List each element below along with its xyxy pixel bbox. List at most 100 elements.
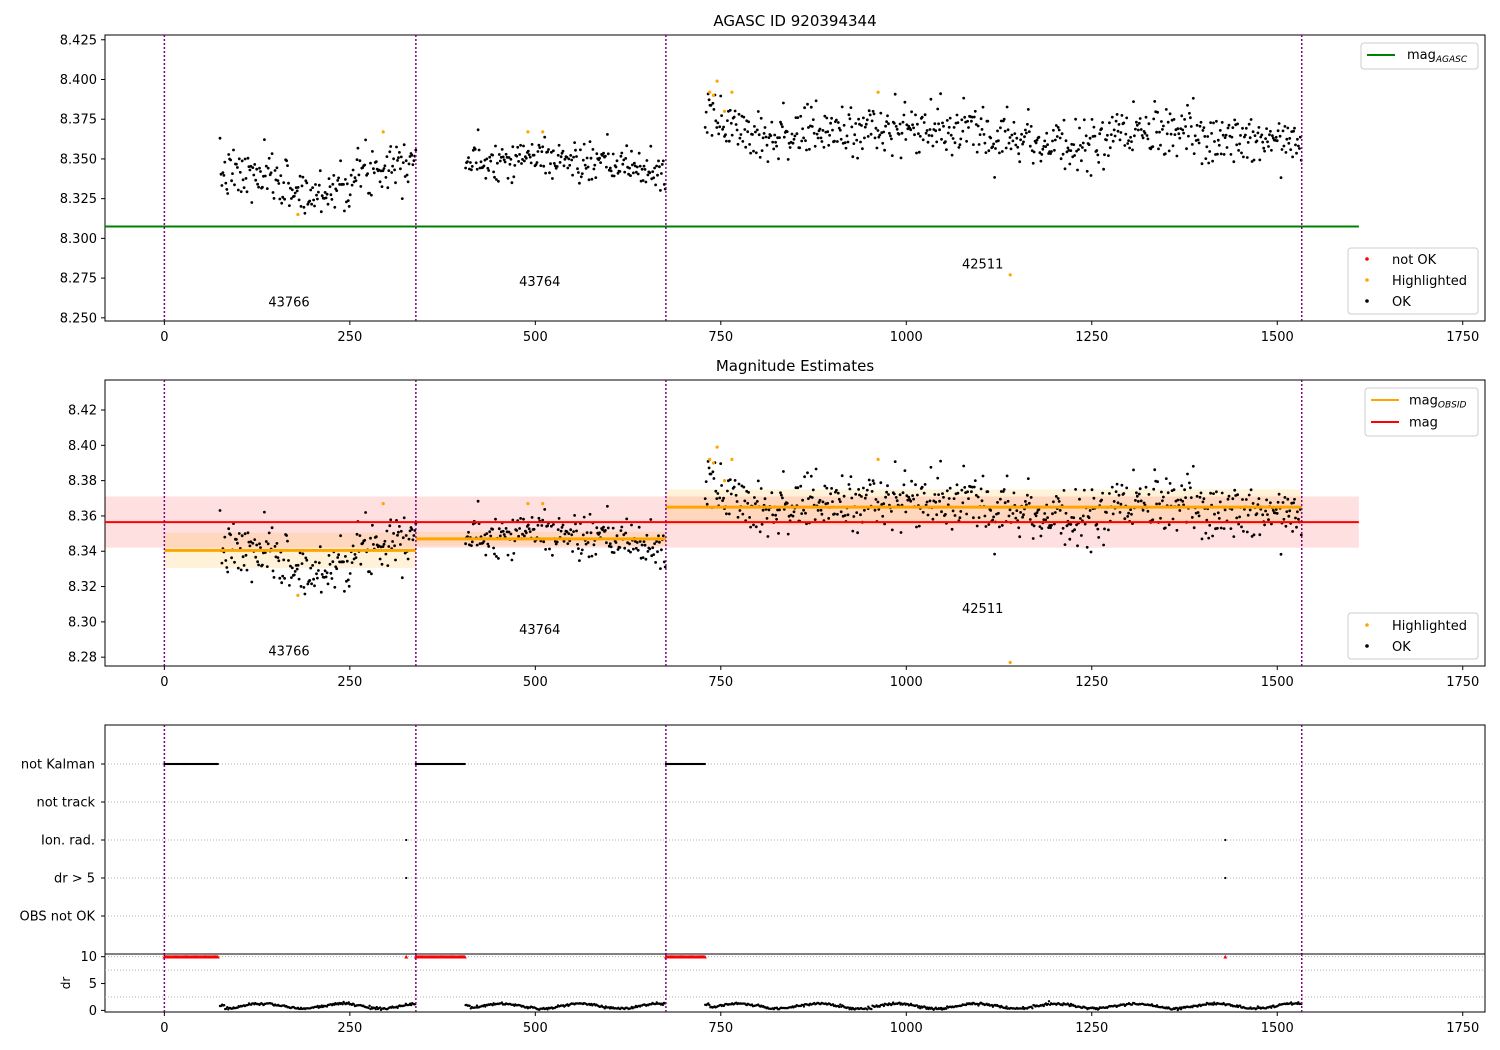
- ok-point: [236, 188, 240, 192]
- ok-point: [351, 168, 355, 172]
- ok-point: [616, 171, 620, 175]
- ok-point: [523, 534, 526, 538]
- ok-point: [1167, 149, 1171, 153]
- ok-point: [601, 528, 604, 532]
- ok-point: [1105, 138, 1108, 142]
- y-axis-label: dr: [59, 977, 73, 990]
- ok-point: [876, 500, 880, 504]
- ok-point: [355, 158, 359, 162]
- ok-point: [233, 560, 236, 564]
- ok-point: [1192, 152, 1196, 156]
- ok-point: [627, 549, 630, 552]
- dr-clipped-marker: [215, 954, 220, 959]
- ok-point: [792, 510, 796, 514]
- ok-point: [1046, 516, 1049, 519]
- ok-point: [1155, 502, 1158, 506]
- legend-label: OK: [1392, 295, 1411, 310]
- ok-point: [894, 125, 898, 128]
- ok-point: [1028, 518, 1032, 521]
- ok-point: [254, 555, 258, 559]
- ok-point: [484, 176, 488, 180]
- ok-point: [818, 498, 822, 502]
- ok-point: [404, 534, 408, 537]
- ok-point: [466, 535, 469, 538]
- ok-point: [726, 119, 729, 122]
- ok-point: [551, 177, 554, 180]
- ok-point: [1181, 128, 1185, 132]
- ok-point: [1069, 523, 1073, 526]
- ok-point: [1190, 143, 1194, 146]
- ok-point: [923, 113, 927, 117]
- ok-point: [1246, 141, 1250, 144]
- ok-point: [980, 127, 984, 131]
- ok-point: [819, 136, 823, 140]
- ok-point: [1005, 105, 1009, 109]
- ok-point: [662, 560, 666, 564]
- ok-point: [349, 173, 353, 177]
- ok-point: [741, 512, 745, 516]
- y-tick-label: 8.275: [60, 272, 97, 287]
- ok-point: [599, 161, 602, 165]
- ok-point: [406, 557, 410, 561]
- ok-point: [240, 159, 244, 163]
- ok-point: [1053, 138, 1057, 142]
- ok-point: [851, 155, 855, 159]
- ok-point: [864, 493, 868, 497]
- ok-point: [1014, 516, 1018, 520]
- ok-point: [282, 558, 286, 562]
- ok-point: [392, 157, 395, 161]
- ok-point: [827, 143, 831, 147]
- ok-point: [771, 513, 775, 517]
- ok-point: [1244, 126, 1248, 130]
- ok-point: [285, 159, 288, 163]
- ok-point: [658, 165, 661, 169]
- ok-point: [408, 529, 412, 533]
- ok-point: [629, 550, 632, 554]
- ok-point: [873, 136, 877, 140]
- ok-point: [397, 156, 400, 160]
- ok-point: [1023, 135, 1026, 139]
- ok-point: [482, 164, 486, 168]
- ok-point: [1277, 492, 1281, 496]
- ok-point: [916, 122, 919, 126]
- ok-point: [529, 161, 533, 165]
- ok-point: [929, 97, 933, 101]
- ok-point: [816, 509, 820, 512]
- ok-point: [1250, 160, 1254, 163]
- ok-point: [608, 542, 612, 546]
- ok-point: [1176, 498, 1180, 502]
- ok-point: [269, 171, 273, 175]
- ok-point: [1068, 537, 1072, 541]
- ok-point: [1213, 140, 1216, 143]
- ok-point: [497, 527, 501, 531]
- ok-point: [649, 518, 653, 521]
- ok-point: [504, 527, 508, 530]
- ok-point: [1074, 117, 1077, 121]
- ok-point: [477, 148, 481, 152]
- ok-point: [987, 523, 991, 526]
- ok-point: [317, 561, 321, 565]
- ok-point: [326, 582, 330, 586]
- dr-point: [1004, 1007, 1007, 1010]
- ok-point: [593, 163, 597, 167]
- ok-point: [1226, 497, 1230, 501]
- ok-point: [1292, 501, 1295, 505]
- ok-point: [1096, 527, 1100, 531]
- ok-point: [523, 159, 526, 163]
- ok-point: [978, 133, 982, 137]
- ok-point: [520, 162, 523, 165]
- y-tick-label: 8.425: [60, 33, 97, 48]
- ok-point: [777, 532, 780, 535]
- ok-point: [711, 101, 715, 105]
- ok-point: [1119, 131, 1123, 134]
- ok-point: [1271, 134, 1274, 138]
- ok-point: [736, 515, 740, 519]
- flag-row-label: not track: [36, 796, 95, 811]
- ok-point: [636, 172, 640, 176]
- ok-point: [986, 490, 990, 493]
- ok-point: [403, 175, 407, 178]
- ok-point: [638, 164, 642, 168]
- ok-point: [763, 497, 767, 501]
- ok-point: [344, 555, 347, 558]
- ok-point: [560, 526, 564, 529]
